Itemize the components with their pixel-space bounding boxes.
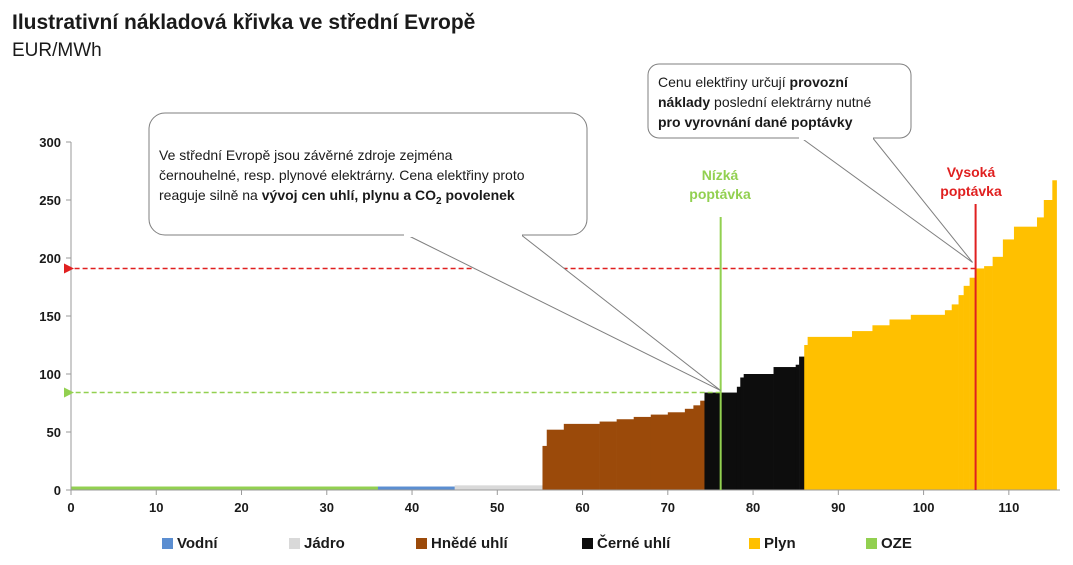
bar-plyn [1013, 226, 1038, 490]
y-tick-label: 50 [47, 425, 61, 440]
bar-plyn [984, 266, 993, 490]
x-tick-label: 90 [831, 500, 845, 515]
left-callout-pointer [404, 233, 721, 392]
y-tick-label: 150 [39, 309, 61, 324]
bar-plyn [963, 285, 970, 490]
legend-swatch [866, 538, 877, 549]
right-callout-bubble [647, 63, 912, 139]
legend-swatch [749, 538, 760, 549]
bar-hnede [650, 414, 669, 490]
y-tick-label: 250 [39, 193, 61, 208]
legend-item-hnede: Hnědé uhlí [416, 535, 508, 552]
x-tick-label: 40 [405, 500, 419, 515]
bars-layer [71, 180, 1057, 490]
low-demand-label: Nízká poptávka [689, 167, 751, 202]
bar-hnede [616, 419, 635, 490]
right-callout-joint [799, 134, 873, 140]
legend-item-jadro: Jádro [289, 535, 345, 552]
bar-plyn [1036, 217, 1045, 490]
unit-label: EUR/MWh [12, 40, 102, 61]
left-callout-line-3: reaguje silně na vývoj cen uhlí, plynu a… [159, 187, 515, 207]
bar-cerne [795, 364, 800, 490]
bar-plyn [1052, 180, 1057, 490]
bar-plyn [851, 331, 873, 490]
x-tick-label: 110 [998, 500, 1019, 515]
bar-plyn [944, 310, 953, 490]
legend-swatch [162, 538, 173, 549]
x-tick-label: 70 [661, 500, 675, 515]
bar-plyn [951, 304, 959, 490]
legend-swatch [416, 538, 427, 549]
x-tick-label: 30 [320, 500, 334, 515]
legend-item-cerne: Černé uhlí [582, 535, 670, 552]
bar-oze [71, 486, 379, 490]
bar-hnede [684, 408, 694, 490]
y-tick-label: 100 [39, 367, 61, 382]
y-tick-label: 300 [39, 135, 61, 150]
left-callout-text: Ve střední Evropě jsou závěrné zdroje ze… [159, 145, 525, 212]
right-callout-line-2: náklady poslední elektrárny nutné [658, 94, 872, 110]
bar-plyn [872, 325, 890, 490]
bar-plyn [1002, 239, 1015, 490]
x-tick-label: 80 [746, 500, 760, 515]
overlays-layer [64, 63, 977, 490]
bar-cerne [799, 356, 805, 490]
bar-hnede [599, 421, 617, 490]
left-callout-line-2: černouhelné, resp. plynové elektrárny. C… [159, 167, 525, 183]
legend-swatch [289, 538, 300, 549]
legend-item-vodni: Vodní [162, 535, 218, 552]
bar-hnede [563, 423, 600, 490]
y-tick-label: 200 [39, 251, 61, 266]
page-title: Ilustrativní nákladová křivka ve střední… [12, 11, 476, 34]
left-callout-bubble [148, 112, 588, 236]
bar-hnede [546, 429, 565, 490]
bar-plyn [992, 256, 1004, 490]
bar-hnede [633, 416, 652, 490]
bar-cerne [740, 377, 744, 490]
bar-cerne [773, 367, 796, 490]
right-callout-line-1: Cenu elektřiny určují provozní [658, 74, 848, 90]
right-callout-text: Cenu elektřiny určují provozní náklady p… [658, 72, 871, 132]
x-tick-label: 10 [149, 500, 163, 515]
bar-plyn [975, 268, 985, 490]
bar-jadro [454, 485, 543, 490]
bar-cerne [736, 386, 741, 490]
x-tick-label: 50 [490, 500, 504, 515]
bar-cerne [743, 374, 774, 490]
bar-plyn [807, 336, 853, 490]
bar-vodni [377, 486, 455, 490]
bar-plyn [804, 345, 808, 490]
bar-hnede [542, 445, 548, 490]
legend-item-oze: OZE [866, 535, 912, 552]
left-callout-line-1: Ve střední Evropě jsou závěrné zdroje ze… [159, 147, 453, 163]
bar-plyn [889, 319, 912, 490]
bar-plyn [969, 277, 976, 490]
bar-hnede [667, 412, 686, 490]
bar-plyn [910, 314, 946, 490]
bar-plyn [958, 295, 964, 490]
legend-item-plyn: Plyn [749, 535, 796, 552]
x-tick-label: 0 [67, 500, 74, 515]
bar-hnede [700, 400, 705, 490]
x-tick-label: 20 [234, 500, 248, 515]
left-callout-joint [404, 231, 522, 237]
x-tick-label: 60 [575, 500, 589, 515]
x-tick-label: 100 [913, 500, 935, 515]
right-callout-line-3: pro vyrovnání dané poptávky [658, 114, 853, 130]
high-demand-label: Vysoká poptávka [940, 164, 1002, 199]
bar-hnede [693, 405, 701, 490]
y-tick-label: 0 [54, 483, 61, 498]
legend-swatch [582, 538, 593, 549]
bar-plyn [1043, 200, 1053, 490]
axes-layer: 0 50 100 150 200 250 300 0 10 20 30 40 50 60 70 80 90 100… [39, 135, 1060, 515]
